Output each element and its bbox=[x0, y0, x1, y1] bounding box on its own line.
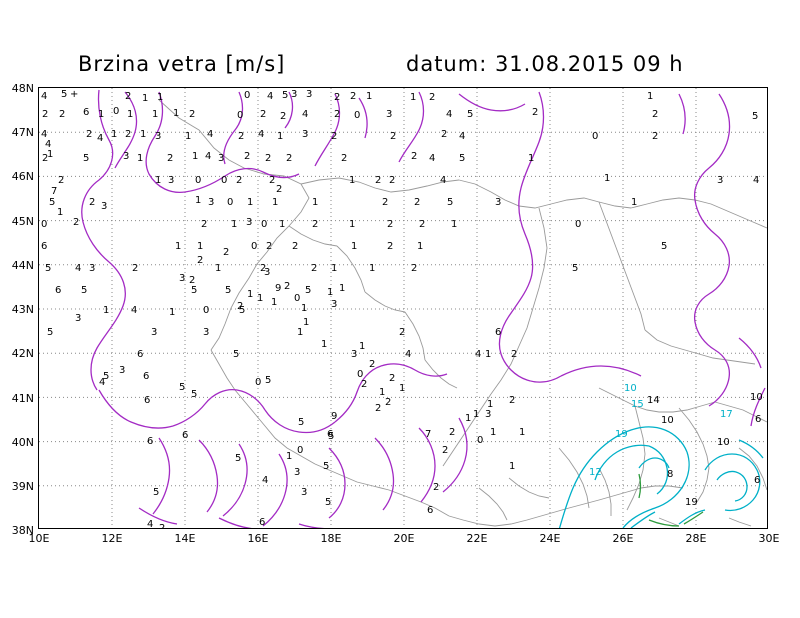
x-tick-18E: 18E bbox=[320, 532, 342, 545]
page-title: Brzina vetra [m/s] bbox=[78, 52, 286, 76]
x-tick-14E: 14E bbox=[174, 532, 196, 545]
x-tick-30E: 30E bbox=[758, 532, 780, 545]
x-tick-20E: 20E bbox=[393, 532, 415, 545]
coastline-borders bbox=[158, 99, 767, 527]
x-tick-12E: 12E bbox=[101, 532, 123, 545]
y-tick-42N: 42N bbox=[11, 347, 34, 360]
x-tick-10E: 10E bbox=[28, 532, 50, 545]
contour-lines-green bbox=[638, 473, 704, 527]
chart-title-row: Brzina vetra [m/s] datum: 31.08.2015 09 … bbox=[0, 52, 800, 82]
contour-map-svg bbox=[39, 88, 767, 528]
y-tick-38N: 38N bbox=[11, 524, 34, 537]
chart-date-label: datum: 31.08.2015 09 h bbox=[406, 52, 684, 76]
y-tick-48N: 48N bbox=[11, 82, 34, 95]
x-tick-22E: 22E bbox=[466, 532, 488, 545]
y-tick-45N: 45N bbox=[11, 215, 34, 228]
x-tick-26E: 26E bbox=[612, 532, 634, 545]
y-tick-46N: 46N bbox=[11, 170, 34, 183]
map-plot-area: 4 5 + 2 1 1 0 4 5 3 3 2 2 1 1 2 1 2 2 6 … bbox=[38, 87, 768, 529]
contour-lines-low bbox=[81, 89, 766, 528]
contour-lines-high bbox=[558, 426, 764, 528]
y-tick-39N: 39N bbox=[11, 480, 34, 493]
y-tick-44N: 44N bbox=[11, 259, 34, 272]
y-tick-40N: 40N bbox=[11, 436, 34, 449]
y-tick-43N: 43N bbox=[11, 303, 34, 316]
x-tick-24E: 24E bbox=[539, 532, 561, 545]
y-tick-47N: 47N bbox=[11, 126, 34, 139]
x-tick-16E: 16E bbox=[247, 532, 269, 545]
x-tick-28E: 28E bbox=[685, 532, 707, 545]
y-tick-41N: 41N bbox=[11, 392, 34, 405]
